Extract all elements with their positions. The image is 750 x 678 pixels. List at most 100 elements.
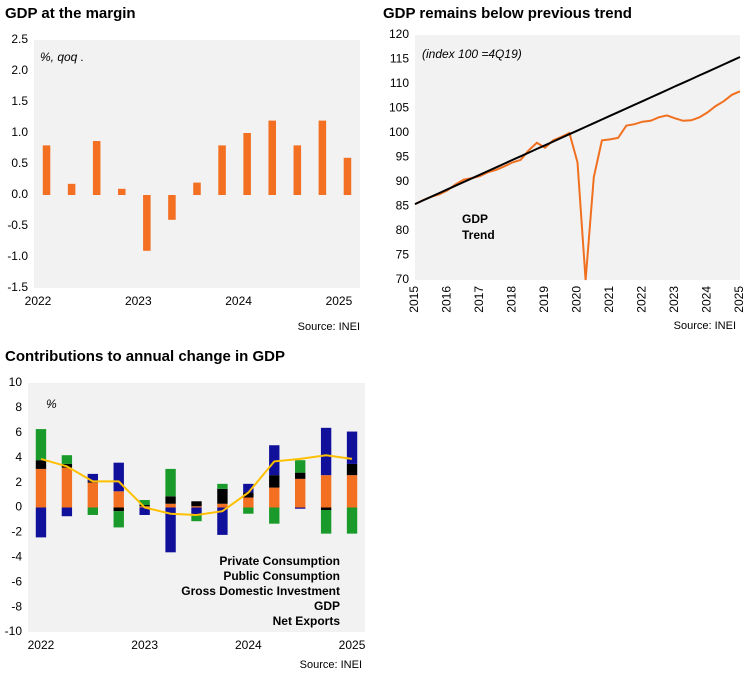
bar bbox=[268, 120, 276, 195]
legend-entry: GDP bbox=[462, 212, 488, 226]
bar-segment bbox=[295, 472, 306, 479]
x-tick-label: 2022 bbox=[635, 286, 649, 313]
x-tick-label: 2022 bbox=[28, 638, 55, 652]
bar-segment bbox=[269, 487, 280, 508]
bar bbox=[168, 195, 176, 220]
y-tick-label: -4 bbox=[11, 549, 22, 563]
bar-segment bbox=[61, 455, 73, 464]
bar-segment bbox=[346, 463, 358, 476]
legend-entry: Net Exports bbox=[273, 614, 341, 628]
bar-segment bbox=[217, 503, 228, 508]
bar-segment bbox=[295, 478, 306, 508]
x-tick-label: 2021 bbox=[602, 286, 616, 313]
x-tick-label: 2023 bbox=[125, 294, 152, 308]
bar-segment bbox=[191, 507, 202, 515]
y-tick-label: 1.0 bbox=[11, 125, 28, 139]
bar bbox=[218, 145, 226, 195]
y-tick-label: -6 bbox=[11, 574, 22, 588]
bar-segment bbox=[165, 468, 176, 497]
bar-segment bbox=[165, 503, 176, 508]
chart-title: GDP at the margin bbox=[5, 5, 136, 22]
y-tick-label: -2 bbox=[11, 525, 22, 539]
bar-segment bbox=[269, 445, 280, 476]
y-tick-label: 75 bbox=[396, 248, 410, 262]
x-tick-label: 2015 bbox=[407, 286, 421, 313]
bar-segment bbox=[113, 511, 124, 528]
bar-segment bbox=[269, 475, 280, 488]
y-tick-label: 8 bbox=[15, 400, 22, 414]
bar-segment bbox=[61, 507, 73, 517]
bar-segment bbox=[87, 482, 98, 508]
bar-segment bbox=[217, 488, 228, 504]
legend-entry: Public Consumption bbox=[223, 569, 340, 583]
bar-segment bbox=[320, 427, 332, 476]
bar-segment bbox=[346, 507, 358, 534]
y-tick-label: -1.0 bbox=[7, 249, 28, 263]
y-tick-label: 4 bbox=[15, 450, 22, 464]
bar bbox=[243, 133, 251, 195]
bar-segment bbox=[191, 514, 202, 522]
y-tick-label: 110 bbox=[390, 76, 409, 90]
bar-segment bbox=[139, 505, 150, 507]
y-tick-label: 1.5 bbox=[11, 94, 28, 108]
bar-segment bbox=[346, 431, 358, 464]
bar-segment bbox=[165, 496, 176, 504]
bar bbox=[92, 141, 101, 195]
bar-segment bbox=[243, 507, 254, 514]
bar-segment bbox=[243, 497, 254, 508]
y-tick-label: -0.5 bbox=[7, 218, 28, 232]
bar-segment bbox=[191, 501, 202, 507]
y-tick-label: 90 bbox=[396, 174, 410, 188]
y-tick-label: 6 bbox=[15, 425, 22, 439]
bar-segment bbox=[320, 475, 332, 508]
line-series bbox=[40, 454, 353, 517]
bar-segment bbox=[243, 483, 254, 493]
bar-segment bbox=[139, 507, 150, 515]
bar-segment bbox=[35, 468, 47, 508]
y-tick-label: 70 bbox=[396, 272, 410, 286]
x-tick-label: 2025 bbox=[326, 294, 353, 308]
x-tick-label: 2018 bbox=[505, 286, 519, 313]
legend-entry: Trend bbox=[462, 228, 495, 242]
annotation: %, qoq . bbox=[40, 50, 84, 64]
y-tick-label: 2.0 bbox=[11, 63, 28, 77]
x-tick-label: 2025 bbox=[732, 286, 746, 313]
y-tick-label: 10 bbox=[9, 375, 23, 389]
y-tick-label: 0.0 bbox=[11, 187, 28, 201]
bar-segment bbox=[113, 462, 124, 492]
bar bbox=[318, 120, 327, 195]
bar-segment bbox=[320, 509, 332, 534]
y-tick-label: 85 bbox=[396, 199, 410, 213]
x-tick-label: 2019 bbox=[537, 286, 551, 313]
y-tick-label: 2.5 bbox=[11, 32, 28, 46]
bar bbox=[293, 145, 302, 195]
chart-title: GDP remains below previous trend bbox=[383, 5, 632, 22]
y-tick-label: -10 bbox=[5, 624, 23, 638]
plot-area bbox=[415, 35, 740, 280]
y-tick-label: 105 bbox=[389, 101, 409, 115]
y-tick-label: 80 bbox=[396, 223, 410, 237]
y-tick-label: 0 bbox=[15, 500, 22, 514]
y-tick-label: 120 bbox=[389, 27, 409, 41]
source: Source: INEI bbox=[674, 320, 736, 332]
bar-segment bbox=[295, 507, 306, 509]
bar-segment bbox=[217, 483, 228, 489]
chart-title: Contributions to annual change in GDP bbox=[5, 348, 285, 365]
y-tick-label: 2 bbox=[15, 475, 22, 489]
legend-entry: GDP bbox=[314, 599, 340, 613]
bar bbox=[42, 145, 51, 195]
bar-segment bbox=[61, 467, 73, 508]
legend-entry: Gross Domestic Investment bbox=[181, 584, 340, 598]
bar-segment bbox=[346, 475, 358, 508]
source: Source: INEI bbox=[298, 321, 360, 333]
x-tick-label: 2023 bbox=[131, 638, 158, 652]
source: Source: INEI bbox=[300, 659, 362, 671]
x-tick-label: 2017 bbox=[472, 286, 486, 313]
bar bbox=[67, 183, 76, 195]
bar bbox=[343, 157, 352, 195]
bar-segment bbox=[243, 492, 254, 498]
bar-segment bbox=[320, 507, 332, 510]
bar-segment bbox=[217, 507, 228, 535]
y-tick-label: 100 bbox=[389, 125, 409, 139]
bar-segment bbox=[35, 507, 47, 538]
